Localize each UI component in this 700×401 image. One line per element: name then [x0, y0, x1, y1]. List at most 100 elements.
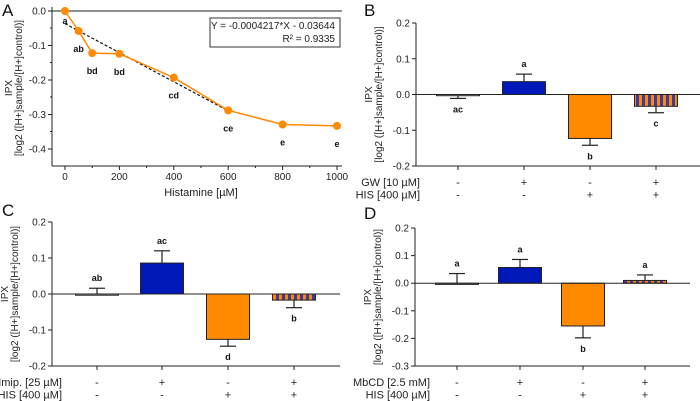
significance-letter: e — [334, 139, 339, 149]
treatment-mark: - — [518, 390, 522, 401]
x-tick-label: 400 — [165, 172, 182, 183]
y-tick-label: 0.2 — [395, 224, 409, 235]
treatment-mark: - — [455, 377, 459, 389]
treatment-mark: + — [225, 390, 231, 401]
data-point — [61, 7, 69, 15]
bar — [272, 293, 316, 301]
significance-letter: b — [587, 151, 593, 161]
y-tick-label: -0.1 — [29, 326, 47, 337]
y-tick-label: 0.2 — [32, 218, 46, 229]
treatment-row-label: Imip. [25 µM] — [0, 377, 62, 389]
panel-label: A — [2, 1, 14, 20]
significance-letter: a — [642, 260, 648, 270]
x-tick-label: 600 — [220, 172, 237, 183]
treatment-row-label: GW [10 µM] — [361, 177, 420, 189]
y-tick-label: 0.0 — [396, 90, 410, 101]
y-axis-unit: [log2 ([H+]sample/[H+]control)] — [374, 26, 385, 162]
treatment-mark: + — [642, 377, 648, 389]
significance-letter: bd — [87, 66, 98, 76]
significance-letter: a — [517, 244, 523, 254]
bar — [502, 81, 546, 95]
data-point — [169, 73, 178, 82]
bar — [140, 262, 184, 295]
x-axis-label: Histamine [µM] — [164, 187, 238, 199]
fit-equation: Y = -0.0004217*X - 0.03644 — [211, 21, 336, 32]
bar — [206, 293, 250, 340]
treatment-mark: + — [653, 190, 659, 202]
significance-letter: ac — [157, 236, 167, 246]
y-tick-label: 0.2 — [396, 19, 410, 30]
panel-label: D — [364, 204, 376, 223]
y-axis-unit: [log2 ([H+]sample/[H+]control)] — [10, 226, 21, 362]
y-tick-label: -0.1 — [393, 126, 411, 137]
treatment-row-label: HIS [400 µM] — [356, 190, 420, 202]
y-axis-unit: [log2 ([H+]sample/[H+]control)] — [373, 229, 384, 365]
y-tick-label: -0.4 — [29, 145, 47, 156]
treatment-mark: + — [159, 377, 165, 389]
fit-r2: R² = 0.9335 — [282, 34, 335, 45]
significance-letter: bd — [114, 67, 125, 77]
y-tick-label: -0.2 — [392, 334, 410, 345]
treatment-mark: - — [226, 377, 230, 389]
x-tick-label: 1000 — [326, 172, 349, 183]
data-point — [74, 27, 83, 36]
data-point — [333, 121, 341, 130]
treatment-mark: - — [160, 390, 164, 401]
treatment-mark: - — [455, 390, 459, 401]
treatment-mark: + — [291, 390, 297, 401]
y-axis-label: IPX — [364, 86, 375, 102]
series-line — [64, 10, 338, 127]
significance-letter: ab — [73, 44, 84, 54]
panel-label: B — [364, 1, 375, 20]
y-tick-label: -0.3 — [392, 362, 410, 373]
significance-letter: a — [62, 16, 68, 26]
y-tick-label: -0.1 — [392, 306, 410, 317]
y-axis-label: IPX — [363, 289, 374, 305]
y-axis-label: IPX — [4, 80, 15, 96]
y-tick-label: -0.2 — [29, 76, 47, 87]
data-point — [115, 49, 124, 58]
y-axis-label: IPX — [0, 286, 11, 302]
bar — [568, 94, 612, 139]
data-point — [278, 120, 287, 129]
y-axis-unit: [log2 ([H+]sample/[H+]control)] — [14, 20, 25, 156]
y-tick-label: 0.1 — [395, 251, 409, 262]
x-tick-label: 200 — [111, 172, 128, 183]
data-point — [224, 106, 233, 115]
bar — [561, 282, 605, 327]
y-tick-label: -0.1 — [29, 41, 47, 52]
y-tick-label: 0.1 — [32, 254, 46, 265]
y-tick-label: 0.0 — [32, 7, 46, 18]
x-tick-label: 0 — [62, 172, 68, 183]
equation-box — [209, 17, 341, 48]
y-tick-label: 0.0 — [32, 290, 46, 301]
treatment-row-label: HIS [400 µM] — [0, 390, 62, 401]
bar — [498, 266, 542, 284]
treatment-mark: + — [521, 177, 527, 189]
significance-letter: ab — [92, 273, 103, 283]
bar — [634, 94, 678, 107]
x-tick-label: 800 — [274, 172, 291, 183]
significance-letter: a — [454, 259, 460, 269]
treatment-row-label: HIS [400 µM] — [366, 390, 430, 401]
significance-letter: ac — [453, 104, 463, 114]
treatment-mark: - — [456, 190, 460, 202]
significance-letter: cd — [169, 91, 180, 101]
treatment-mark: + — [580, 390, 586, 401]
treatment-mark: - — [581, 377, 585, 389]
panel-d: D 0.2 0.1 0.0 -0.1 -0.2 -0.3 IPX [log2 ([H+]samp… — [353, 204, 690, 401]
fit-line — [64, 23, 229, 112]
panel-c: C 0.2 0.1 0.0 -0.1 -0.2 IPX [log2 ([H+]sample/[… — [0, 201, 340, 401]
significance-letter: a — [521, 59, 527, 69]
treatment-row-label: MbCD [2.5 mM] — [353, 377, 430, 389]
treatment-mark: - — [95, 390, 99, 401]
significance-letter: ce — [223, 123, 233, 133]
data-point — [88, 49, 97, 58]
treatment-mark: + — [517, 377, 523, 389]
treatment-mark: + — [642, 390, 648, 401]
significance-letter: d — [225, 352, 231, 362]
treatment-mark: - — [95, 377, 99, 389]
significance-letter: b — [291, 314, 297, 324]
y-tick-label: 0.0 — [395, 279, 409, 290]
